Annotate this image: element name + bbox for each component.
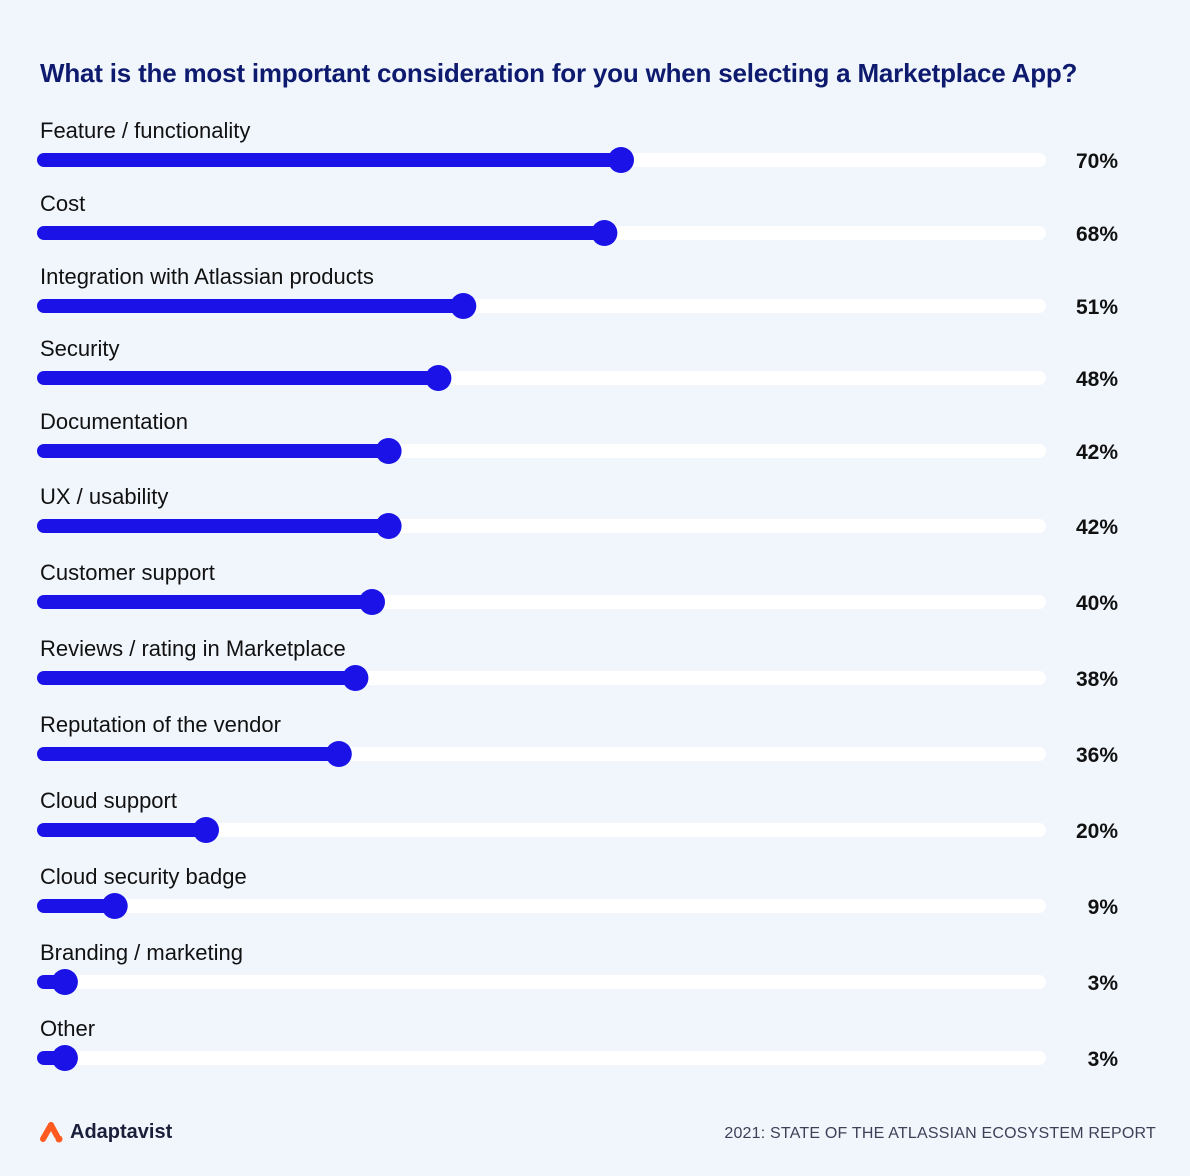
bar-knob [342, 665, 369, 691]
bar-knob [325, 741, 352, 767]
bar-knob [608, 147, 634, 173]
value-label: 9% [1088, 896, 1119, 919]
bar-knob [450, 293, 477, 319]
bar-knob [51, 969, 78, 995]
value-label: 42% [1076, 441, 1118, 464]
bar-knob [375, 513, 402, 539]
value-label: 68% [1076, 223, 1118, 246]
category-label: Integration with Atlassian products [40, 264, 374, 289]
value-label: 48% [1076, 368, 1118, 391]
category-label: UX / usability [40, 484, 168, 509]
category-label: Customer support [40, 560, 215, 585]
category-label: Cost [40, 191, 85, 216]
bar-knob [425, 365, 452, 391]
category-label: Cloud security badge [40, 864, 247, 889]
brand-name: Adaptavist [70, 1120, 173, 1143]
chart-title: What is the most important consideration… [40, 58, 1078, 88]
category-label: Feature / functionality [40, 118, 250, 143]
brand-logo: Adaptavist [38, 1120, 172, 1144]
bar-knob [101, 893, 128, 919]
value-label: 38% [1076, 668, 1118, 691]
bar-knob [591, 220, 618, 246]
value-label: 42% [1076, 516, 1118, 539]
value-label: 51% [1076, 296, 1118, 319]
category-label: Branding / marketing [40, 940, 243, 965]
bar-knob [375, 438, 402, 464]
category-label: Reviews / rating in Marketplace [40, 636, 346, 661]
value-label: 40% [1076, 592, 1118, 615]
value-label: 36% [1076, 744, 1118, 767]
bar-knob [193, 817, 219, 843]
category-label: Reputation of the vendor [40, 712, 281, 737]
bar-knob [359, 589, 385, 615]
report-caption: 2021: STATE OF THE ATLASSIAN ECOSYSTEM R… [724, 1125, 1156, 1142]
bar-knob [51, 1045, 78, 1071]
bar-chart: Feature / functionality 70% Cost 68% Integra… [37, 118, 1119, 1071]
value-label: 3% [1088, 972, 1119, 995]
value-label: 70% [1076, 150, 1118, 173]
adaptavist-logo-icon [40, 1122, 63, 1143]
category-label: Security [40, 336, 119, 361]
value-label: 20% [1076, 820, 1118, 843]
category-label: Documentation [40, 409, 188, 434]
category-label: Cloud support [40, 788, 177, 813]
category-label: Other [40, 1016, 95, 1041]
value-label: 3% [1088, 1048, 1119, 1071]
